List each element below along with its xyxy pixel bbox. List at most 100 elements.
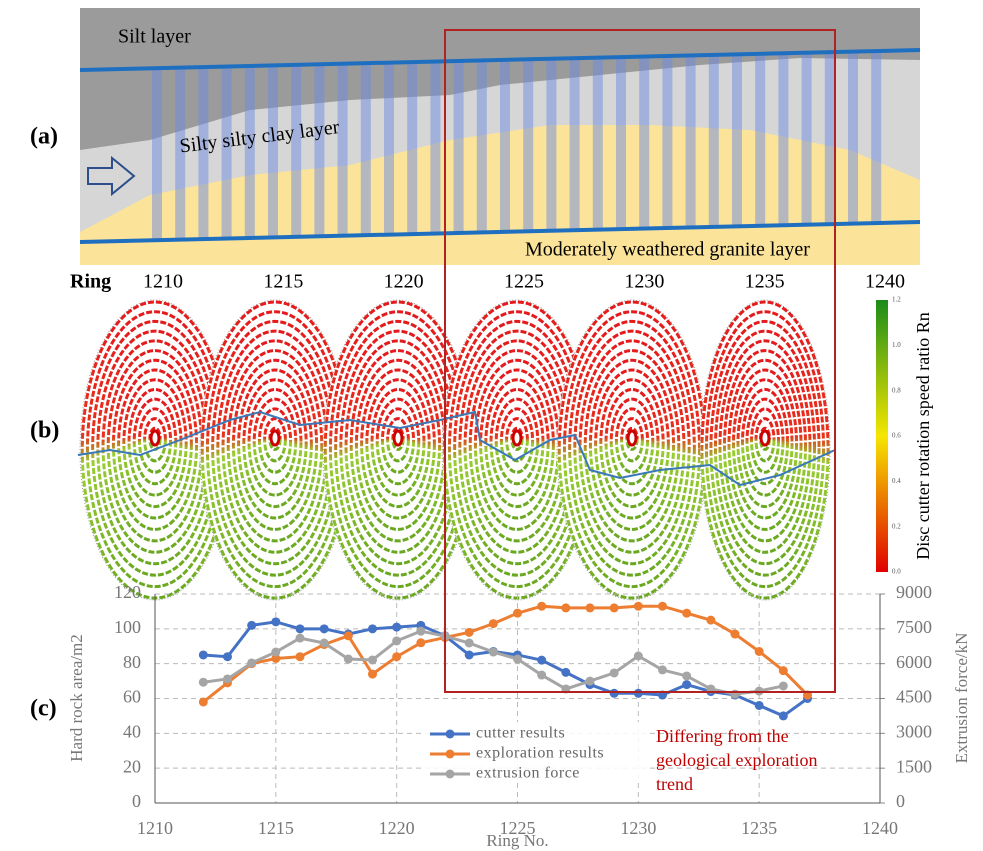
data-point <box>610 689 619 698</box>
data-point <box>682 671 691 680</box>
colorbar-tick-label: 0.0 <box>892 568 901 576</box>
shield-segment <box>825 52 835 224</box>
shield-segment <box>338 64 348 236</box>
y-tick-label: 40 <box>123 721 141 741</box>
data-point <box>271 617 280 626</box>
data-point <box>537 656 546 665</box>
shield-segment <box>384 63 394 235</box>
data-point <box>755 647 764 656</box>
shield-segment <box>593 58 603 230</box>
data-point <box>392 652 401 661</box>
shield-segment <box>430 62 440 234</box>
shield-segment <box>500 60 510 232</box>
data-point <box>465 638 474 647</box>
shield-segment <box>871 51 881 223</box>
legend-marker <box>446 750 455 759</box>
data-point <box>779 711 788 720</box>
y2-tick-label: 7500 <box>896 617 932 637</box>
colorbar <box>876 300 888 572</box>
shield-segment <box>314 64 324 236</box>
data-point <box>296 634 305 643</box>
y-tick-label: 80 <box>123 652 141 672</box>
data-point <box>537 602 546 611</box>
colorbar-tick-label: 1.2 <box>892 296 901 304</box>
panel-label: (b) <box>30 418 59 444</box>
data-point <box>320 638 329 647</box>
data-point <box>344 631 353 640</box>
data-point <box>779 666 788 675</box>
data-point <box>658 602 667 611</box>
y2-tick-label: 4500 <box>896 687 932 707</box>
x-tick-label: 1240 <box>862 818 898 838</box>
colorbar-tick-label: 0.4 <box>892 477 901 485</box>
shield-segment <box>709 55 719 227</box>
data-point <box>513 655 522 664</box>
data-point <box>586 603 595 612</box>
shield-segment <box>361 63 371 235</box>
series-line <box>203 622 807 716</box>
shield-segment <box>570 58 580 230</box>
legend-label: exploration results <box>476 745 604 762</box>
colorbar-tick-label: 0.6 <box>892 432 901 440</box>
shield-segment <box>616 57 626 229</box>
legend-label: extrusion force <box>476 765 580 782</box>
ring-tick-label: 1225 <box>504 271 544 293</box>
colorbar-tick-label: 1.0 <box>892 341 901 349</box>
shield-segment <box>407 62 417 234</box>
data-point <box>561 668 570 677</box>
data-point <box>296 624 305 633</box>
annotation: geological exploration <box>656 750 817 770</box>
x-axis-label: Ring No. <box>486 831 548 850</box>
ring-tick-label: 1230 <box>624 271 664 293</box>
data-point <box>779 681 788 690</box>
data-point <box>634 689 643 698</box>
data-point <box>199 650 208 659</box>
y2-tick-label: 1500 <box>896 756 932 776</box>
ring-tick-label: 1240 <box>865 271 905 293</box>
data-point <box>465 628 474 637</box>
data-point <box>320 624 329 633</box>
shield-segment <box>755 54 765 226</box>
data-point <box>392 623 401 632</box>
data-point <box>199 697 208 706</box>
data-point <box>706 616 715 625</box>
shield-segment <box>802 53 812 225</box>
data-point <box>392 636 401 645</box>
data-point <box>465 650 474 659</box>
layer-label: Silt layer <box>118 26 191 48</box>
data-point <box>634 602 643 611</box>
y-tick-label: 120 <box>114 582 141 602</box>
y2-axis-label: Extrusion force/kN <box>952 633 971 764</box>
shield-segment <box>152 68 162 240</box>
annotation: trend <box>656 774 693 794</box>
shield-segment <box>686 56 696 228</box>
data-point <box>561 603 570 612</box>
ring-tick-label: 1235 <box>745 271 785 293</box>
ring-tick-label: 1210 <box>143 271 183 293</box>
data-point <box>489 619 498 628</box>
shield-segment <box>546 59 556 231</box>
data-point <box>755 701 764 710</box>
layer-label: Moderately weathered granite layer <box>525 239 810 261</box>
data-point <box>586 677 595 686</box>
shield-segment <box>291 65 301 237</box>
data-point <box>223 674 232 683</box>
data-point <box>368 624 377 633</box>
ring-tick-label: 1215 <box>263 271 303 293</box>
shield-segment <box>222 67 232 239</box>
data-point <box>247 658 256 667</box>
data-point <box>634 652 643 661</box>
data-point <box>682 680 691 689</box>
y2-tick-label: 6000 <box>896 652 932 672</box>
legend-label: cutter results <box>476 725 565 742</box>
x-tick-label: 1235 <box>741 818 777 838</box>
data-point <box>416 638 425 647</box>
data-point <box>344 655 353 664</box>
data-point <box>489 648 498 657</box>
data-point <box>513 609 522 618</box>
shield-segment <box>662 56 672 228</box>
colorbar-label: Disc cutter rotation speed ratio Rn <box>913 312 933 559</box>
x-tick-label: 1210 <box>137 818 173 838</box>
data-point <box>658 665 667 674</box>
ring-label: Ring <box>70 271 111 293</box>
